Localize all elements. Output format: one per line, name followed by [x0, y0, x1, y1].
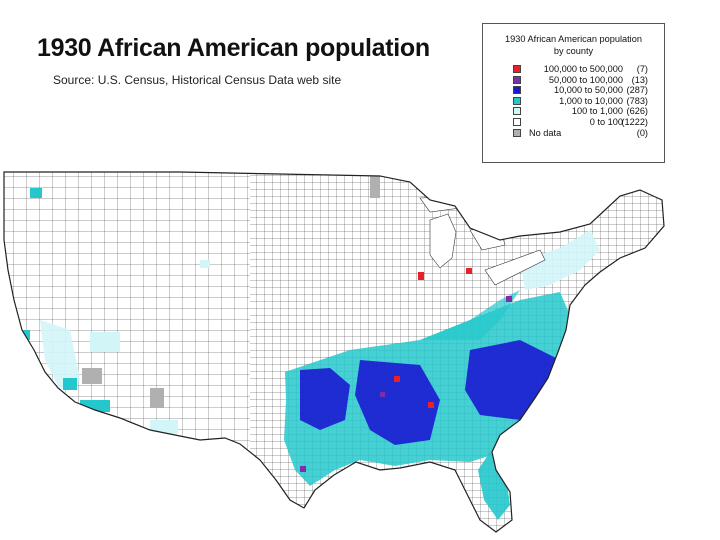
county-low — [63, 378, 77, 390]
legend-count: (626) — [626, 106, 648, 117]
legend-range: 100,000 to 500,000 — [543, 64, 623, 74]
legend-title-line1: 1930 African American population — [505, 34, 642, 44]
us-county-map — [3, 171, 665, 533]
legend-range: 1,000 to 10,000 — [559, 95, 623, 106]
lake-erie — [484, 249, 546, 286]
legend-count: (13) — [631, 74, 648, 85]
legend-swatch — [513, 86, 521, 95]
legend-title: 1930 African American population by coun… — [483, 33, 664, 57]
legend-swatch — [513, 96, 521, 105]
us-outline — [3, 171, 665, 533]
very-high-density-county — [506, 296, 512, 302]
county-very-low — [200, 260, 210, 268]
legend-count: (7) — [636, 64, 648, 74]
map-source: Source: U.S. Census, Historical Census D… — [53, 73, 342, 87]
legend-row: No data (0) — [483, 128, 664, 139]
county-low — [30, 188, 42, 198]
legend-count: (783) — [626, 95, 648, 106]
legend-row: 0 to 100 (1222) — [483, 117, 664, 128]
legend-count: (1222) — [621, 116, 648, 127]
legend-swatch — [513, 128, 521, 137]
legend-row: 50,000 to 100,000 (13) — [483, 75, 664, 86]
map-title: 1930 African American population — [37, 34, 430, 62]
northeast-region — [520, 230, 600, 290]
california-region — [40, 320, 80, 390]
very-high-density-county — [380, 392, 385, 397]
legend-row: 100,000 to 500,000 (7) — [483, 64, 664, 75]
legend-row: 1,000 to 10,000 (783) — [483, 96, 664, 107]
very-high-density-county — [536, 404, 542, 410]
legend-row: 100 to 1,000 (626) — [483, 106, 664, 117]
high-density-county — [466, 268, 472, 274]
legend-range: 0 to 100 — [589, 116, 623, 127]
legend: 1930 African American population by coun… — [482, 23, 665, 163]
legend-swatch — [513, 117, 521, 126]
legend-count: (287) — [626, 85, 648, 96]
county-very-low — [90, 332, 120, 352]
very-high-density-county — [300, 466, 306, 472]
legend-swatch — [513, 65, 521, 73]
county-no-data — [82, 368, 102, 384]
map-body — [4, 172, 664, 532]
western-county-grid — [4, 172, 250, 532]
county-very-low — [150, 420, 178, 434]
mississippi-delta-band — [355, 360, 440, 445]
lake-michigan — [429, 213, 457, 269]
upper-south-region — [420, 290, 520, 340]
legend-swatch — [513, 75, 521, 84]
legend-rows: 100,000 to 500,000 (7) 50,000 to 100,000… — [483, 64, 664, 138]
legend-range: 50,000 to 100,000 — [548, 74, 623, 85]
legend-swatch — [513, 107, 521, 116]
texas-east-band — [300, 368, 350, 430]
high-density-county — [428, 402, 434, 408]
high-density-county — [394, 376, 400, 382]
county-no-data — [150, 388, 164, 408]
high-density-county — [418, 272, 424, 280]
legend-title-line2: by county — [553, 46, 594, 56]
county-no-data — [370, 176, 380, 198]
legend-range: 10,000 to 50,000 — [554, 85, 623, 96]
legend-count: (0) — [636, 127, 648, 138]
legend-row: 10,000 to 50,000 (287) — [483, 85, 664, 96]
legend-range: No data — [529, 127, 562, 138]
legend-range: 100 to 1,000 — [571, 106, 623, 117]
